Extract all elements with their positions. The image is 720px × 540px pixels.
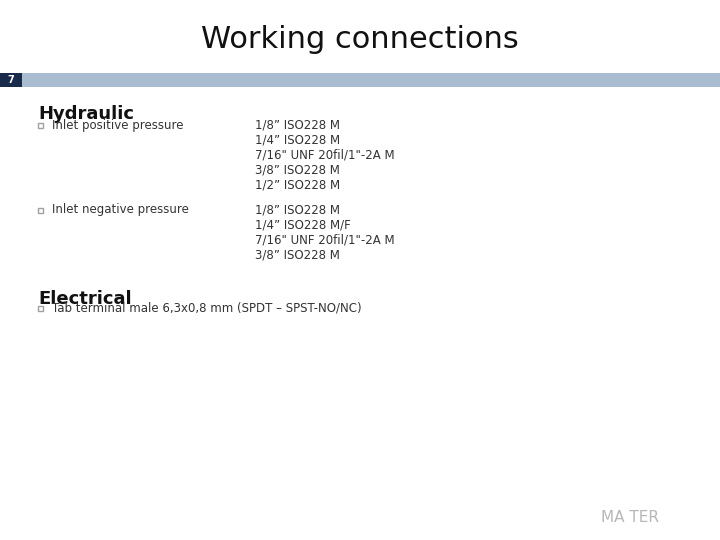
Text: 7/16" UNF 20fil/1"-2A M: 7/16" UNF 20fil/1"-2A M <box>255 233 395 246</box>
FancyBboxPatch shape <box>0 73 22 87</box>
Text: 1/8” ISO228 M: 1/8” ISO228 M <box>255 204 340 217</box>
Text: MA TER: MA TER <box>601 510 659 525</box>
Text: 3/8” ISO228 M: 3/8” ISO228 M <box>255 248 340 261</box>
Text: Inlet positive pressure: Inlet positive pressure <box>52 118 184 132</box>
Text: 1/4” ISO228 M/F: 1/4” ISO228 M/F <box>255 219 351 232</box>
Text: 1/2” ISO228 M: 1/2” ISO228 M <box>255 179 340 192</box>
Text: Tab terminal male 6,3x0,8 mm (SPDT – SPST-NO/NC): Tab terminal male 6,3x0,8 mm (SPDT – SPS… <box>52 301 361 314</box>
Text: 1/4” ISO228 M: 1/4” ISO228 M <box>255 133 340 146</box>
Text: 7: 7 <box>8 75 14 85</box>
FancyBboxPatch shape <box>0 73 720 87</box>
Text: Working connections: Working connections <box>201 25 519 55</box>
Text: 3/8” ISO228 M: 3/8” ISO228 M <box>255 164 340 177</box>
Text: 1/8” ISO228 M: 1/8” ISO228 M <box>255 118 340 132</box>
Text: Hydraulic: Hydraulic <box>38 105 134 123</box>
Text: 7/16" UNF 20fil/1"-2A M: 7/16" UNF 20fil/1"-2A M <box>255 148 395 161</box>
Text: Inlet negative pressure: Inlet negative pressure <box>52 204 189 217</box>
Text: Electrical: Electrical <box>38 290 132 308</box>
